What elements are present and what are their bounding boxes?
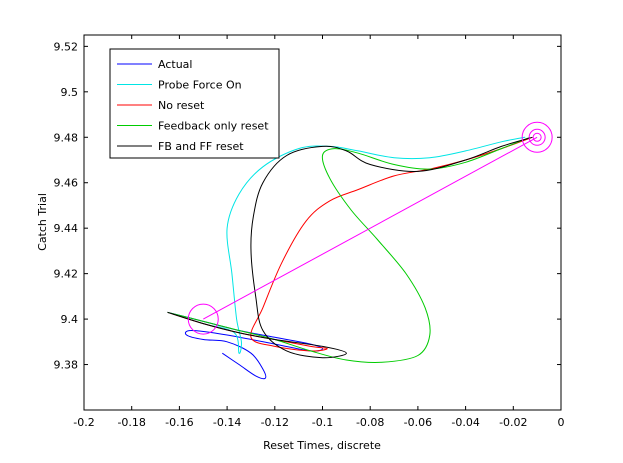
x-tick-label: 0	[558, 416, 565, 429]
connector-line	[203, 136, 538, 320]
legend: Actual Probe Force On No reset Feedback onl…	[109, 48, 280, 159]
series-layer	[167, 136, 538, 380]
x-tick-label: -0.18	[117, 416, 145, 429]
legend-label: Probe Force On	[158, 79, 242, 92]
y-tick-label: 9.52	[54, 40, 79, 53]
x-tick-label: -0.02	[499, 416, 527, 429]
x-tick-label: -0.12	[261, 416, 289, 429]
marker-layer	[187, 121, 553, 335]
x-tick-label: -0.08	[356, 416, 384, 429]
legend-label: Actual	[158, 58, 192, 71]
series-line-actual	[167, 311, 324, 380]
y-axis-label: Catch Trial	[36, 193, 49, 251]
series-line-feedback-only-reset	[167, 136, 531, 364]
target-marker-outer	[521, 121, 553, 153]
y-axis-ticks: 9.38 9.4 9.42 9.44 9.46 9.48 9.5 9.52	[54, 40, 561, 372]
y-tick-label: 9.4	[61, 313, 79, 326]
y-tick-label: 9.44	[54, 222, 79, 235]
target-marker-inner	[532, 132, 542, 142]
x-tick-label: -0.16	[165, 416, 193, 429]
target-marker-mid	[528, 128, 546, 146]
series-line-probe-force-on	[167, 136, 526, 354]
series-line-fb-and-ff-reset	[167, 136, 533, 359]
legend-label: FB and FF reset	[158, 140, 244, 153]
x-tick-label: -0.2	[73, 416, 94, 429]
x-axis-ticks: -0.2 -0.18 -0.16 -0.14 -0.12 -0.1 -0.08 -0.06 -0…	[73, 35, 565, 429]
y-tick-label: 9.5	[61, 86, 79, 99]
x-tick-label: -0.06	[404, 416, 432, 429]
legend-label: No reset	[158, 99, 205, 112]
y-tick-label: 9.38	[54, 359, 79, 372]
target-marker-outer	[187, 303, 219, 335]
x-tick-label: -0.14	[213, 416, 241, 429]
x-axis-label: Reset Times, discrete	[263, 439, 381, 452]
y-tick-label: 9.46	[54, 177, 79, 190]
y-tick-label: 9.42	[54, 268, 79, 281]
x-tick-label: -0.1	[312, 416, 333, 429]
legend-label: Feedback only reset	[158, 120, 269, 133]
x-tick-label: -0.04	[451, 416, 479, 429]
y-tick-label: 9.48	[54, 131, 79, 144]
